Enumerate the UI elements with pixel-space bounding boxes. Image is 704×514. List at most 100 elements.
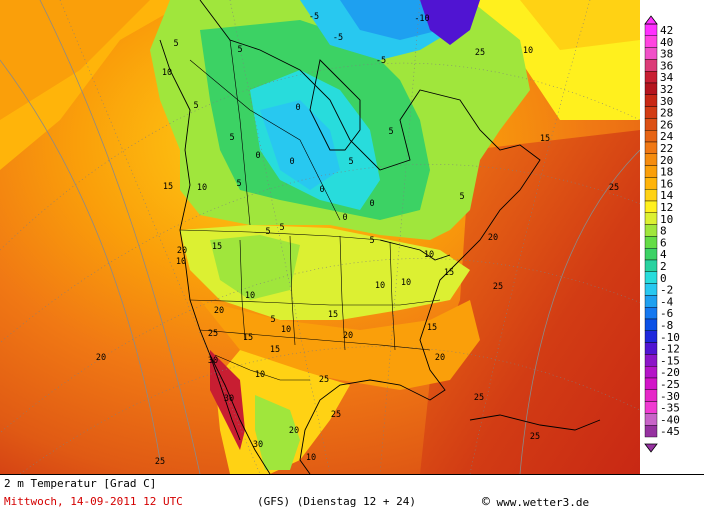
contour-label: 25 — [493, 282, 503, 292]
legend-level-label: -15 — [660, 354, 680, 367]
legend-swatch — [644, 129, 658, 143]
contour-label: 15 — [540, 134, 550, 144]
legend-swatch — [644, 141, 658, 155]
contour-label: 15 — [243, 333, 253, 343]
legend-level-label: 26 — [660, 118, 673, 131]
temperature-color-scale: 424038363432302826242220181614121086420-… — [644, 15, 680, 453]
contour-label: 10 — [245, 291, 255, 301]
legend-level-label: -35 — [660, 402, 680, 415]
contour-label: 30 — [224, 394, 234, 404]
contour-label: 5 — [236, 179, 241, 189]
southern-us-field — [200, 300, 480, 390]
contour-label: 15 — [427, 323, 437, 333]
legend-level-label: 36 — [660, 59, 673, 72]
contour-label: 25 — [474, 393, 484, 403]
contour-label: 5 — [265, 227, 270, 237]
legend-swatch — [644, 23, 658, 37]
graticule — [0, 0, 640, 474]
legend-swatch — [644, 212, 658, 225]
legend-swatch — [644, 318, 658, 332]
contour-label: -5 — [376, 56, 386, 66]
copyright-icon: © — [482, 495, 490, 510]
map-title: 2 m Temperatur [Grad C] — [4, 477, 157, 490]
valid-time: Mittwoch, 14-09-2011 12 UTC — [4, 495, 183, 508]
legend-level-label: 40 — [660, 36, 673, 49]
legend-level-label: -25 — [660, 378, 680, 391]
legend-swatch — [644, 377, 658, 391]
legend-swatch — [644, 425, 658, 438]
legend-swatch — [644, 307, 658, 320]
legend-swatch — [644, 200, 658, 214]
legend-swatch — [644, 153, 658, 166]
contour-label: 10 — [401, 278, 411, 288]
legend-swatch — [644, 177, 658, 190]
legend-level-label: 22 — [660, 142, 673, 155]
contour-label: 0 — [255, 151, 260, 161]
legend-swatches — [644, 23, 658, 438]
legend-swatch — [644, 188, 658, 202]
legend-level-label: -45 — [660, 425, 680, 438]
legend-swatch — [644, 118, 658, 131]
contour-label: 25 — [609, 183, 619, 193]
legend-level-label: -20 — [660, 366, 680, 379]
contour-label: 0 — [295, 103, 300, 113]
contour-label: 10 — [375, 281, 385, 291]
contour-label: 5 — [173, 39, 178, 49]
contour-label: 5 — [237, 45, 242, 55]
legend-swatch — [644, 389, 658, 402]
legend-level-label: 18 — [660, 166, 673, 179]
legend-level-label: 4 — [660, 248, 667, 261]
legend-level-label: 24 — [660, 130, 674, 143]
legend-swatch — [644, 413, 658, 426]
legend-level-label: -30 — [660, 390, 680, 403]
map-footer: 2 m Temperatur [Grad C] Mittwoch, 14-09-… — [0, 474, 704, 514]
legend-swatch — [644, 247, 658, 261]
legend-level-label: 14 — [660, 189, 674, 202]
contour-label: 25 — [208, 329, 218, 339]
legend-swatch — [644, 295, 658, 308]
legend-labels: 424038363432302826242220181614121086420-… — [660, 24, 680, 438]
legend-swatch — [644, 366, 658, 379]
contour-label: 25 — [319, 375, 329, 385]
contour-label: 20 — [435, 353, 445, 363]
legend-swatch — [644, 401, 658, 414]
legend-level-label: 16 — [660, 177, 673, 190]
legend-level-label: 8 — [660, 225, 667, 238]
legend-level-label: 6 — [660, 236, 667, 249]
isotherms — [0, 0, 640, 474]
contour-label: 0 — [319, 185, 324, 195]
contour-label: 25 — [155, 457, 165, 467]
pacific-north-field-2 — [0, 0, 150, 120]
contour-label: 0 — [289, 157, 294, 167]
contour-label: 5 — [193, 101, 198, 111]
contour-label: 15 — [328, 310, 338, 320]
legend-level-label: -40 — [660, 413, 680, 426]
cold-core-field — [260, 100, 340, 190]
credit: © www.wetter3.de — [482, 495, 589, 510]
contour-label: 15 — [163, 182, 173, 192]
contour-label: -10 — [414, 14, 429, 24]
legend-bottom-arrow-icon — [644, 443, 658, 453]
sierra-madre-field — [255, 395, 300, 470]
contour-labels: -5 -5 -10 -5 10 5 5 10 5 0 5 0 0 5 5 0 0… — [96, 12, 619, 467]
political-borders — [179, 39, 441, 381]
legend-swatch — [644, 35, 658, 48]
contour-label: 20 — [214, 306, 224, 316]
legend-swatch — [644, 165, 658, 178]
contour-label: 5 — [369, 236, 374, 246]
contour-label: 0 — [342, 213, 347, 223]
legend-swatch — [644, 94, 658, 107]
legend-swatch — [644, 236, 658, 249]
contour-label: 5 — [270, 315, 275, 325]
contour-label: 10 — [197, 183, 207, 193]
legend-level-label: -2 — [660, 284, 673, 297]
contour-label: 10 — [162, 68, 172, 78]
contour-label: 20 — [96, 353, 106, 363]
legend-top-arrow-icon — [644, 15, 658, 25]
contour-label: 10 — [281, 325, 291, 335]
legend-level-label: 2 — [660, 260, 667, 273]
legend-level-label: -10 — [660, 331, 680, 344]
contour-label: 25 — [331, 410, 341, 420]
contour-label: 20 — [343, 331, 353, 341]
